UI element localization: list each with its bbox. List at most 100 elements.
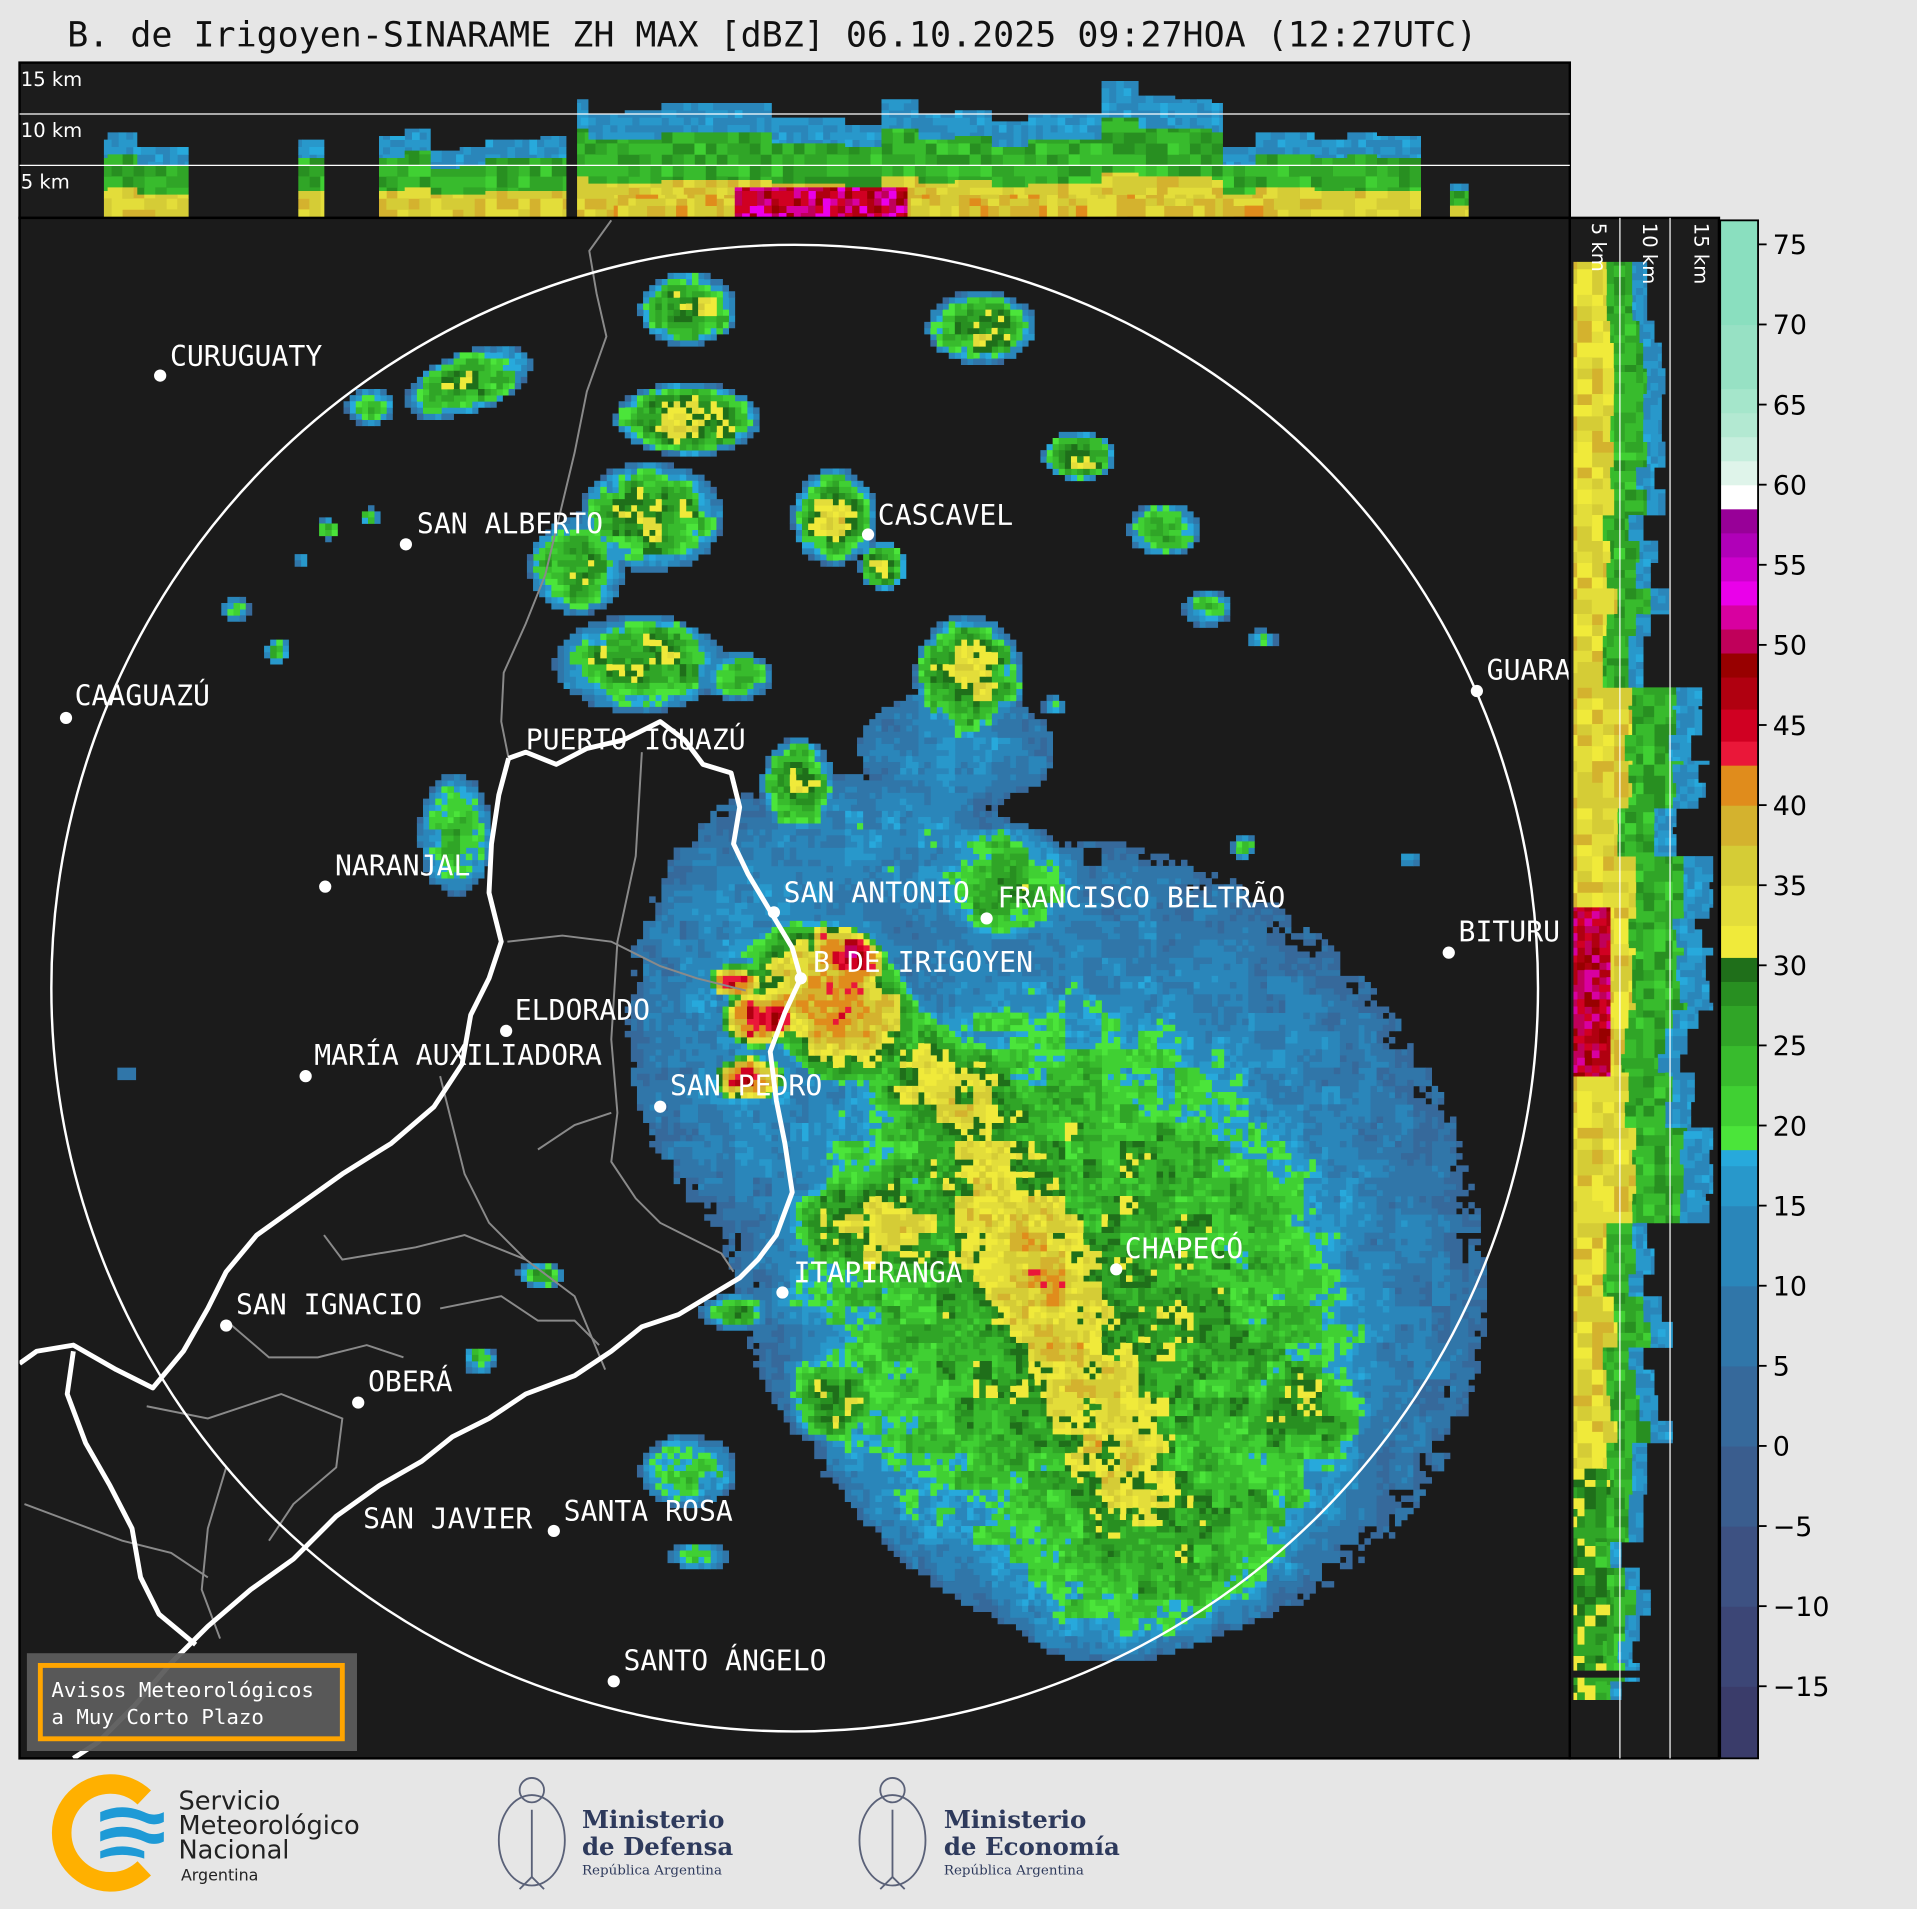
echo-layer bbox=[1573, 261, 1637, 1701]
colorbar-segment bbox=[1720, 652, 1759, 678]
city-guarapuava[interactable]: GUARA bbox=[1470, 654, 1572, 698]
echo-layer bbox=[850, 951, 858, 958]
colorbar-tick-label: 20 bbox=[1773, 1111, 1807, 1142]
warning-box[interactable]: Avisos Meteorológicos a Muy Corto Plazo bbox=[26, 1653, 357, 1752]
city-label: MARÍA AUXILIADORA bbox=[314, 1038, 602, 1072]
colorbar-tick-label: 40 bbox=[1773, 791, 1807, 822]
colorbar-segment bbox=[1720, 1125, 1759, 1151]
top-cross-section-panel: 15 km 10 km 5 km bbox=[18, 61, 1572, 220]
city-san-alberto[interactable]: SAN ALBERTO bbox=[399, 507, 603, 551]
colorbar-tick-label: 60 bbox=[1773, 470, 1807, 501]
colorbar-tick-label: 5 bbox=[1773, 1352, 1790, 1383]
city-b-de-irigoyen[interactable]: B DE IRIGOYEN bbox=[794, 946, 1033, 985]
city-label: SANTA ROSA bbox=[564, 1495, 733, 1528]
city-naranjal[interactable]: NARANJAL bbox=[319, 850, 470, 893]
radar-map[interactable]: CURUGUATY SAN ALBERTO CASCAVEL CAAGUAZÚ … bbox=[18, 216, 1572, 1760]
colorbar-segment bbox=[1720, 1205, 1759, 1287]
echo-layer bbox=[1573, 907, 1611, 1077]
city-biturune[interactable]: BITURU bbox=[1442, 916, 1561, 959]
echo-layer bbox=[103, 176, 1469, 218]
city-itapiranga[interactable]: ITAPIRANGA bbox=[776, 1257, 963, 1299]
city-san-pedro[interactable]: SAN PEDRO bbox=[654, 1070, 822, 1113]
echo-layer bbox=[1573, 911, 1611, 1077]
city-label: OBERÁ bbox=[368, 1365, 453, 1399]
city-label: BITURU bbox=[1459, 916, 1561, 949]
echo-layer bbox=[122, 172, 1366, 218]
city-label: ITAPIRANGA bbox=[793, 1257, 962, 1290]
city-label: SAN ALBERTO bbox=[417, 507, 603, 540]
colorbar-segment bbox=[1720, 604, 1759, 630]
city-label: ELDORADO bbox=[515, 994, 650, 1027]
city-label: SAN ANTONIO bbox=[784, 877, 970, 910]
city-eldorado[interactable]: ELDORADO bbox=[500, 994, 650, 1038]
colorbar-segment bbox=[1720, 628, 1759, 654]
echo-layer bbox=[1610, 265, 1714, 1697]
city-obera[interactable]: OBERÁ bbox=[352, 1365, 453, 1409]
colorbar-tick-label: 25 bbox=[1773, 1031, 1807, 1062]
admin-boundaries bbox=[24, 219, 747, 1639]
colorbar-tick-label: 10 bbox=[1773, 1272, 1807, 1303]
echo-layer bbox=[103, 172, 1469, 218]
echo-layer bbox=[103, 117, 1469, 207]
colorbar-segment bbox=[1720, 1045, 1759, 1087]
echo-layer bbox=[111, 117, 1466, 199]
colorbar-tick-label: 70 bbox=[1773, 310, 1807, 341]
side-cross-section-panel: 5 km 10 km 15 km bbox=[1568, 216, 1721, 1760]
height-label-5km: 5 km bbox=[21, 171, 70, 194]
logo-text: Meteorológico bbox=[178, 1811, 359, 1841]
city-label: B DE IRIGOYEN bbox=[813, 946, 1033, 979]
city-santa-rosa[interactable]: SANTA ROSA bbox=[547, 1495, 733, 1538]
logo-text: República Argentina bbox=[582, 1863, 722, 1878]
height-label-15km: 15 km bbox=[1689, 223, 1712, 284]
colorbar-segment bbox=[1720, 1285, 1759, 1367]
colorbar-segment bbox=[1720, 412, 1759, 438]
echo-layer bbox=[117, 272, 1488, 1661]
colorbar-tick-label: 50 bbox=[1773, 631, 1807, 662]
city-curuguaty[interactable]: CURUGUATY bbox=[154, 340, 322, 382]
colorbar-segment bbox=[1720, 324, 1759, 390]
international-borders bbox=[19, 719, 804, 1759]
logo-text: Ministerio bbox=[944, 1805, 1086, 1834]
echo-layer bbox=[734, 187, 908, 218]
colorbar-segment bbox=[1720, 220, 1759, 326]
colorbar-tick-label: −10 bbox=[1773, 1592, 1830, 1623]
colorbar-segment bbox=[1720, 925, 1759, 958]
colorbar-segment bbox=[1720, 981, 1759, 1006]
city-label: SAN IGNACIO bbox=[236, 1289, 422, 1322]
colorbar-tick-label: 0 bbox=[1773, 1432, 1790, 1463]
city-francisco-beltrao[interactable]: FRANCISCO BELTRÃO bbox=[980, 881, 1286, 925]
logo-smn: Servicio Meteorológico Nacional Argentin… bbox=[51, 1774, 360, 1892]
colorbar-tick-label: 15 bbox=[1773, 1191, 1807, 1222]
city-san-antonio[interactable]: SAN ANTONIO bbox=[767, 877, 970, 919]
echo-layer bbox=[742, 187, 908, 218]
city-puerto-iguazu[interactable]: PUERTO IGUAZÚ bbox=[526, 723, 746, 757]
height-label-10km: 10 km bbox=[21, 119, 82, 142]
height-label-15km: 15 km bbox=[21, 68, 82, 91]
city-label: SAN JAVIER bbox=[363, 1502, 532, 1535]
colorbar-segment bbox=[1720, 708, 1759, 742]
colorbar-segment bbox=[1720, 1005, 1759, 1047]
colorbar-segment bbox=[1720, 1165, 1759, 1207]
city-san-javier[interactable]: SAN JAVIER bbox=[363, 1502, 532, 1535]
logo-text: República Argentina bbox=[944, 1863, 1084, 1878]
city-chapeco[interactable]: CHAPECÓ bbox=[1110, 1231, 1243, 1276]
city-maria-auxiliadora[interactable]: MARÍA AUXILIADORA bbox=[299, 1038, 602, 1083]
colorbar-segment bbox=[1720, 484, 1759, 510]
city-label: SANTO ÁNGELO bbox=[624, 1643, 827, 1677]
colorbar-segment bbox=[1720, 508, 1759, 534]
colorbar-frame bbox=[1719, 219, 1759, 1760]
colorbar-segment bbox=[1720, 532, 1759, 558]
echo-layer bbox=[1595, 265, 1688, 1701]
echo-layer bbox=[749, 187, 908, 218]
city-label: GUARA bbox=[1487, 654, 1572, 687]
city-san-ignacio[interactable]: SAN IGNACIO bbox=[220, 1289, 422, 1332]
city-label: CASCAVEL bbox=[878, 499, 1013, 532]
city-cascavel[interactable]: CASCAVEL bbox=[861, 499, 1013, 541]
city-caaguazu[interactable]: CAAGUAZÚ bbox=[59, 679, 210, 725]
city-santo-angelo[interactable]: SANTO ÁNGELO bbox=[607, 1643, 827, 1688]
colorbar-segment bbox=[1720, 1149, 1759, 1167]
logo-text: Argentina bbox=[181, 1866, 258, 1885]
city-label: CHAPECÓ bbox=[1125, 1231, 1243, 1265]
echo-layer bbox=[1573, 269, 1637, 1469]
